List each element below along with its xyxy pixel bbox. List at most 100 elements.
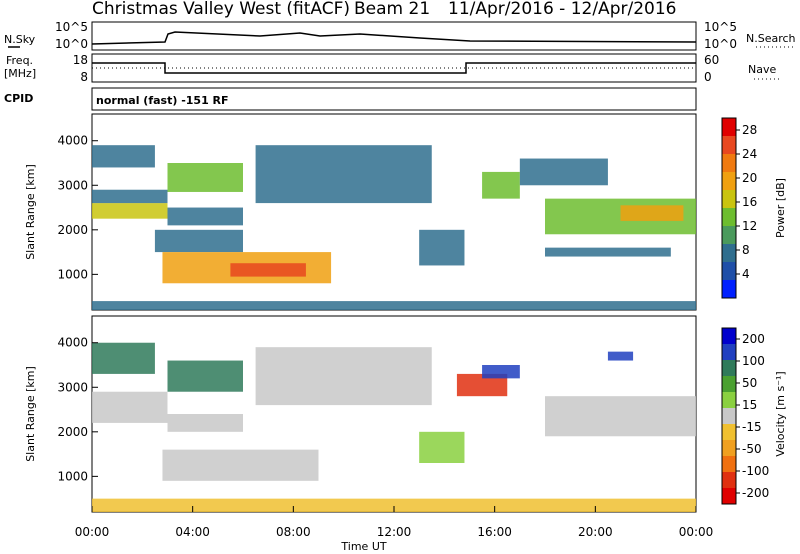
x-tick-label: 16:00	[477, 525, 512, 539]
colorbar-tick-label: -50	[742, 442, 762, 456]
date-range-title: 11/Apr/2016 - 12/Apr/2016	[448, 0, 676, 19]
colorbar-tick-label: 200	[742, 332, 765, 346]
y-tick-label: 3000	[57, 380, 88, 394]
x-tick-label: 00:00	[75, 525, 110, 539]
velocity-xticks: 00:00 04:00 08:00 12:00 16:00 20:00 00:00	[75, 506, 714, 539]
velocity-colorbar: 200 100 50 15 -15 -50 -100 -200 Velocity [m s⁻¹…	[721, 327, 787, 505]
scatter-region	[230, 263, 306, 277]
y-tick-label: 1000	[57, 267, 88, 281]
colorbar-swatch	[722, 488, 736, 505]
noise-panel: N.Sky 10^5 10^0 10^5 10^0 N.Search	[4, 20, 796, 51]
freq-unit-label: [MHz]	[4, 67, 36, 80]
colorbar-swatch	[722, 118, 736, 137]
colorbar-swatch	[722, 190, 736, 209]
velocity-panel: 1000 2000 3000 4000 00:00 04:00 08:00 12:00 16:…	[24, 315, 714, 553]
colorbar-tick-label: 12	[742, 219, 757, 233]
colorbar-swatch	[722, 262, 736, 281]
scatter-region	[92, 498, 696, 512]
colorbar-tick-label: 8	[742, 243, 750, 257]
freq-tick-high: 18	[73, 53, 88, 67]
colorbar-tick-label: 24	[742, 147, 757, 161]
colorbar-swatch	[722, 408, 736, 425]
noise-left-tick-low: 10^0	[55, 37, 88, 51]
colorbar-tick-label: 4	[742, 267, 750, 281]
x-tick-label: 20:00	[578, 525, 613, 539]
noise-right-tick-high: 10^5	[704, 20, 737, 34]
scatter-region	[519, 158, 608, 186]
colorbar-tick-label: 15	[742, 398, 757, 412]
power-ylabel: Slant Range [km]	[24, 164, 37, 260]
beam-title: Beam 21	[354, 0, 430, 19]
scatter-region	[482, 365, 520, 379]
scatter-region	[92, 301, 696, 310]
noise-left-tick-high: 10^5	[55, 20, 88, 34]
colorbar-swatch	[722, 424, 736, 441]
scatter-region	[92, 145, 155, 168]
power-colorbar-swatches	[722, 118, 736, 299]
colorbar-tick-label: 100	[742, 354, 765, 368]
colorbar-swatch	[722, 280, 736, 299]
nsearch-label: N.Search	[746, 32, 796, 45]
velocity-colorbar-swatches	[722, 328, 736, 505]
scatter-region	[607, 351, 634, 361]
x-tick-label: 08:00	[276, 525, 311, 539]
time-axis-label: Time UT	[340, 540, 386, 553]
scatter-region	[545, 396, 696, 437]
y-tick-label: 1000	[57, 469, 88, 483]
colorbar-swatch	[722, 226, 736, 245]
x-tick-label: 12:00	[377, 525, 412, 539]
colorbar-swatch	[722, 360, 736, 377]
cpid-label: CPID	[4, 92, 33, 105]
colorbar-swatch	[722, 456, 736, 473]
freq-panel-frame	[91, 53, 697, 83]
scatter-region	[419, 431, 465, 463]
nsky-label: N.Sky	[4, 33, 36, 46]
freq-trace	[92, 62, 696, 74]
colorbar-swatch	[722, 472, 736, 489]
colorbar-tick-label: 16	[742, 195, 757, 209]
colorbar-swatch	[722, 244, 736, 263]
power-yticks: 1000 2000 3000 4000	[57, 134, 98, 281]
station-title: Christmas Valley West (fitACF)	[92, 0, 350, 19]
velocity-colorbar-label: Velocity [m s⁻¹]	[774, 371, 787, 456]
velocity-colorbar-ticks: 200 100 50 15 -15 -50 -100 -200	[736, 332, 769, 500]
power-regions	[92, 145, 696, 310]
colorbar-tick-label: -100	[742, 464, 769, 478]
colorbar-tick-label: -200	[742, 486, 769, 500]
power-colorbar-label: Power [dB]	[774, 178, 787, 238]
nave-label: Nave	[748, 63, 776, 76]
velocity-ylabel: Slant Range [km]	[24, 366, 37, 462]
colorbar-swatch	[722, 344, 736, 361]
scatter-region	[92, 342, 155, 374]
scatter-region	[92, 203, 168, 219]
cpid-frame	[91, 87, 697, 111]
power-colorbar-frame	[721, 117, 737, 299]
y-tick-label: 3000	[57, 178, 88, 192]
scatter-region	[92, 391, 168, 423]
scatter-region	[255, 145, 432, 204]
colorbar-swatch	[722, 208, 736, 227]
colorbar-tick-label: 28	[742, 123, 757, 137]
nave-tick-low: 0	[704, 70, 712, 84]
scatter-region	[167, 163, 243, 192]
scatter-region	[162, 449, 319, 481]
scatter-region	[167, 207, 243, 226]
freq-panel: Freq. [MHz] 18 8 60 0 Nave	[4, 53, 782, 84]
scatter-region	[456, 373, 508, 397]
scatter-region	[92, 189, 168, 204]
power-colorbar-ticks: 4 8 12 16 20 24 28	[736, 123, 757, 281]
freq-label: Freq.	[6, 54, 33, 67]
nave-tick-high: 60	[704, 53, 719, 67]
scatter-region	[419, 229, 465, 266]
noise-right-tick-low: 10^0	[704, 37, 737, 51]
y-tick-label: 2000	[57, 425, 88, 439]
colorbar-swatch	[722, 392, 736, 409]
colorbar-swatch	[722, 136, 736, 155]
y-tick-label: 4000	[57, 336, 88, 350]
freq-tick-low: 8	[80, 70, 88, 84]
velocity-regions	[92, 342, 696, 512]
scatter-region	[482, 171, 520, 199]
colorbar-swatch	[722, 154, 736, 173]
x-tick-label: 00:00	[679, 525, 714, 539]
